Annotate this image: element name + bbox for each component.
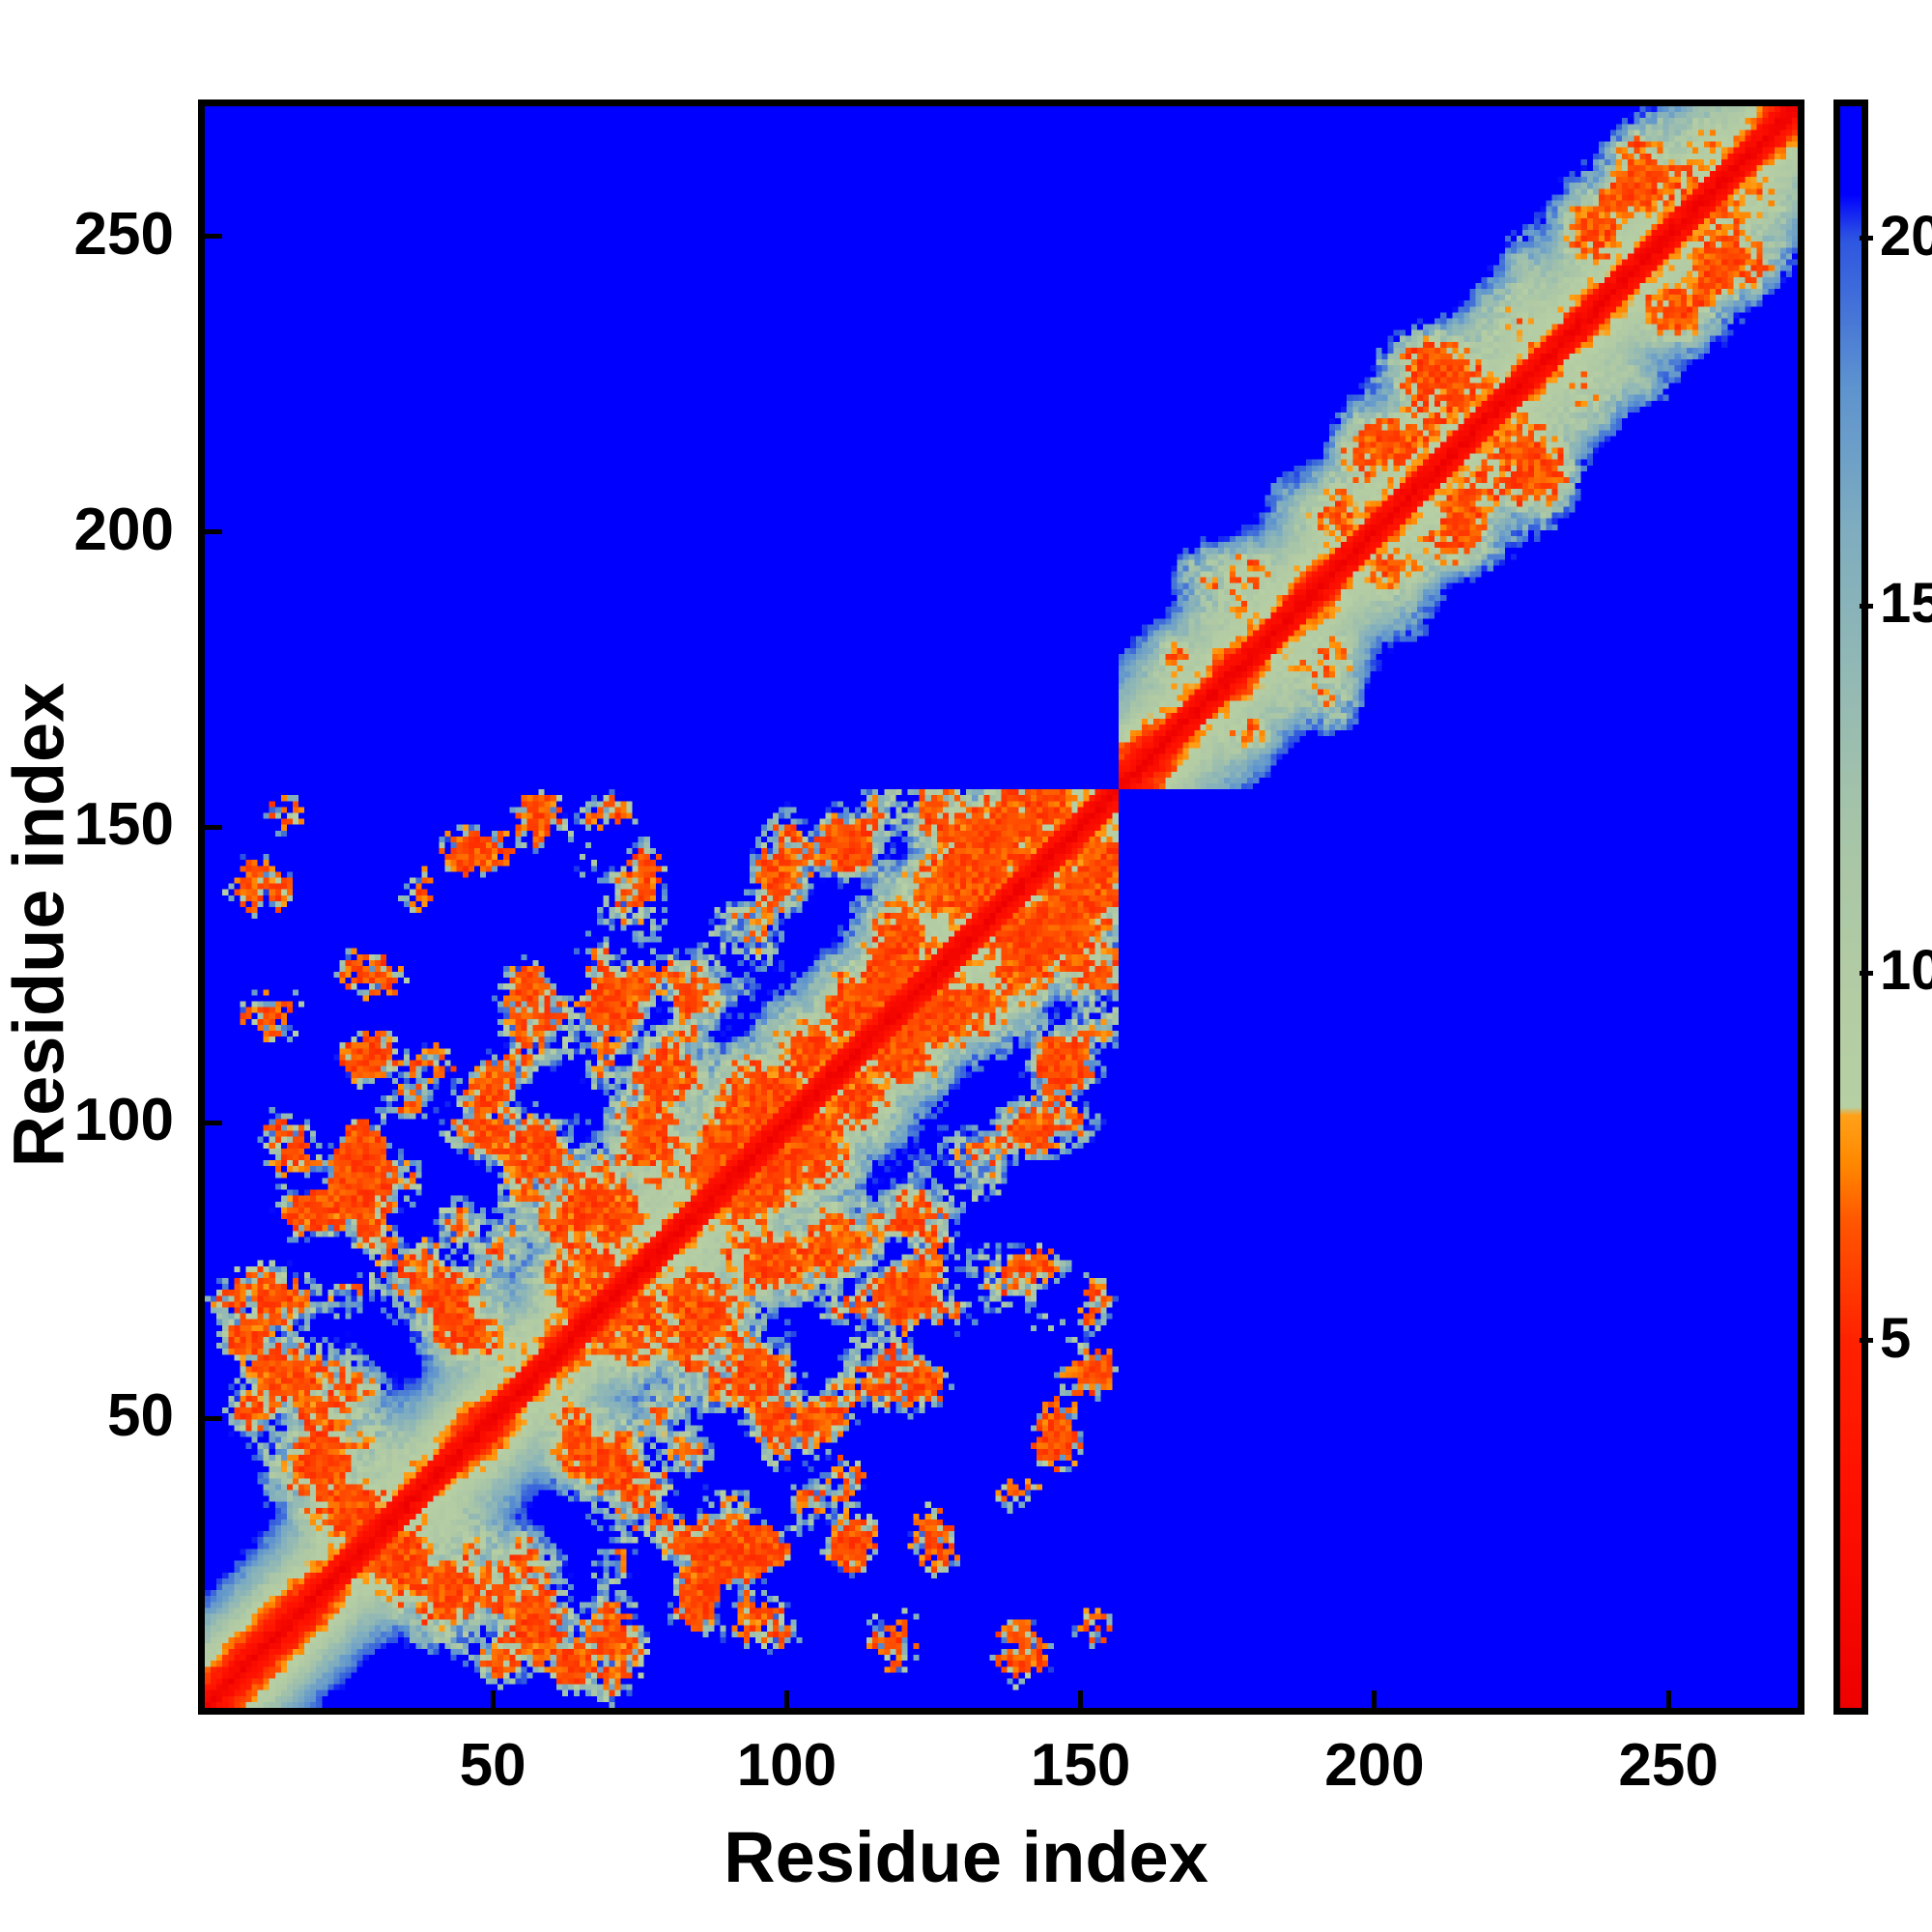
y-tick-mark — [205, 529, 222, 534]
colorbar-tick-mark — [1860, 970, 1873, 976]
x-tick-mark — [490, 1690, 496, 1708]
distance-matrix-heatmap[interactable] — [205, 106, 1798, 1708]
y-tick-label: 150 — [73, 791, 174, 859]
colorbar-tick-label: 20 — [1880, 204, 1932, 268]
y-tick-label: 200 — [73, 496, 174, 563]
heatmap-plot-area[interactable] — [198, 99, 1804, 1715]
x-tick-mark — [1665, 1690, 1671, 1708]
x-tick-mark — [783, 1690, 789, 1708]
colorbar-tick-mark — [1860, 1338, 1873, 1344]
x-tick-label: 50 — [459, 1732, 526, 1799]
x-tick-label: 250 — [1618, 1732, 1719, 1799]
x-tick-mark — [1372, 1690, 1378, 1708]
y-axis-title-wrapper: Residue index — [0, 153, 80, 1698]
colorbar[interactable] — [1833, 99, 1868, 1715]
colorbar-tick-label: 10 — [1880, 939, 1932, 1003]
y-tick-label: 50 — [107, 1382, 174, 1450]
colorbar-tick-mark — [1860, 236, 1873, 242]
colorbar-gradient — [1840, 106, 1861, 1708]
x-tick-mark — [1078, 1690, 1084, 1708]
y-tick-mark — [205, 1120, 222, 1125]
y-tick-label: 250 — [73, 200, 174, 268]
y-tick-mark — [205, 824, 222, 830]
colorbar-tick-label: 5 — [1880, 1306, 1912, 1370]
x-tick-label: 100 — [736, 1732, 838, 1799]
x-tick-label: 200 — [1324, 1732, 1425, 1799]
colorbar-tick-label: 15 — [1880, 572, 1932, 636]
x-tick-label: 150 — [1030, 1732, 1131, 1799]
y-tick-mark — [205, 1415, 222, 1421]
colorbar-tick-mark — [1860, 603, 1873, 609]
y-axis-title: Residue index — [0, 682, 79, 1168]
y-tick-mark — [205, 234, 222, 240]
y-tick-label: 100 — [73, 1087, 174, 1154]
x-axis-title: Residue index — [724, 1817, 1208, 1897]
